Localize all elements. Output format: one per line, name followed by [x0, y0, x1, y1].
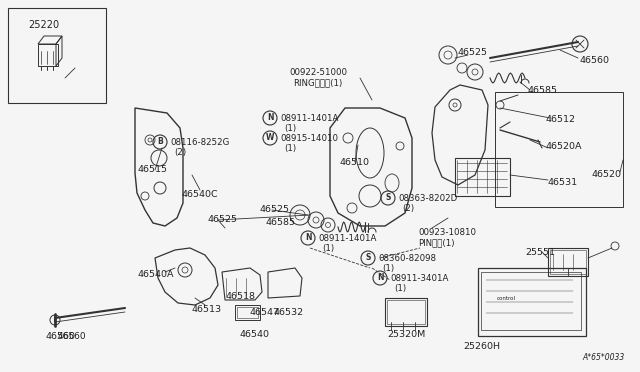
Text: 46540: 46540 [240, 330, 270, 339]
Text: 08915-14010: 08915-14010 [280, 134, 338, 143]
Text: 46518: 46518 [225, 292, 255, 301]
Text: N: N [377, 273, 383, 282]
Text: 25551: 25551 [525, 248, 555, 257]
Text: 08363-8202D: 08363-8202D [398, 194, 457, 203]
Text: 46560: 46560 [45, 332, 75, 341]
Text: 08911-1401A: 08911-1401A [280, 114, 339, 123]
Text: RINGリング(1): RINGリング(1) [293, 78, 342, 87]
Text: A*65*0033: A*65*0033 [583, 353, 625, 362]
Bar [237, 307, 258, 318]
Text: (1): (1) [322, 244, 334, 253]
Text: 08911-3401A: 08911-3401A [390, 274, 449, 283]
Text: N: N [305, 234, 311, 243]
Text: 00923-10810: 00923-10810 [418, 228, 476, 237]
Text: 46560: 46560 [580, 56, 610, 65]
Text: S: S [365, 253, 371, 263]
Text: 46525: 46525 [208, 215, 238, 224]
Text: W: W [266, 134, 274, 142]
Text: (1): (1) [284, 124, 296, 133]
Text: 25260H: 25260H [463, 342, 500, 351]
Text: N: N [267, 113, 273, 122]
Text: (2): (2) [402, 204, 414, 213]
Text: 46512: 46512 [545, 115, 575, 124]
Bar [495, 92, 623, 207]
Text: 46585: 46585 [528, 86, 558, 95]
Text: 08911-1401A: 08911-1401A [318, 234, 376, 243]
Bar [8, 8, 106, 103]
Text: 25220: 25220 [28, 20, 59, 30]
Bar [550, 250, 586, 274]
Text: 46547: 46547 [250, 308, 280, 317]
Text: 00922-51000: 00922-51000 [289, 68, 347, 77]
Text: 46520: 46520 [592, 170, 622, 179]
Text: 46532: 46532 [274, 308, 304, 317]
Text: 25320M: 25320M [387, 330, 425, 339]
Bar [235, 305, 260, 320]
Bar [455, 158, 510, 196]
Text: 46585: 46585 [265, 218, 295, 227]
Text: (1): (1) [394, 284, 406, 293]
Bar [38, 44, 58, 66]
Text: 46540C: 46540C [182, 190, 219, 199]
Bar [548, 248, 588, 276]
Text: 46540A: 46540A [138, 270, 175, 279]
Text: (1): (1) [382, 264, 394, 273]
Bar [481, 272, 581, 330]
Text: 46525: 46525 [260, 205, 290, 214]
Text: 46515: 46515 [138, 165, 168, 174]
Text: 46510: 46510 [340, 158, 370, 167]
Text: (1): (1) [284, 144, 296, 153]
Text: control: control [497, 296, 515, 301]
Text: 46531: 46531 [548, 178, 578, 187]
Text: 46520A: 46520A [545, 142, 582, 151]
Text: 46525: 46525 [458, 48, 488, 57]
Text: (2): (2) [174, 148, 186, 157]
Text: 46513: 46513 [192, 305, 222, 314]
Text: PINピン(1): PINピン(1) [418, 238, 454, 247]
Text: 46560: 46560 [58, 332, 86, 341]
Text: 08360-82098: 08360-82098 [378, 254, 436, 263]
Bar [478, 268, 586, 336]
Bar [385, 298, 427, 326]
Bar [387, 300, 425, 324]
Text: 08116-8252G: 08116-8252G [170, 138, 229, 147]
Text: B: B [157, 138, 163, 147]
Text: S: S [385, 193, 390, 202]
